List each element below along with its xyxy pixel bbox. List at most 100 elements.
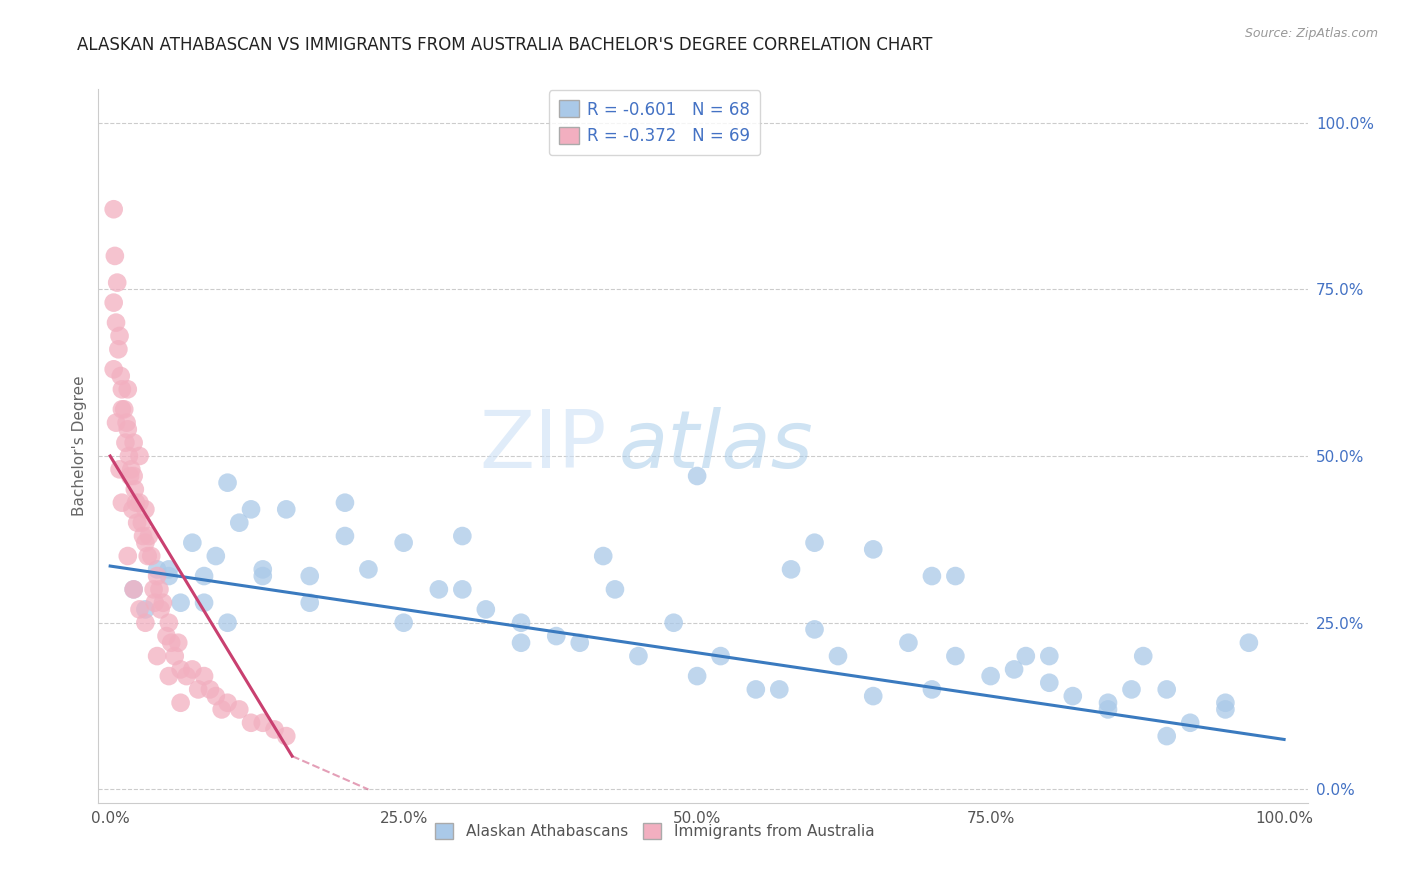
Point <box>169 662 191 676</box>
Point <box>263 723 285 737</box>
Point <box>921 682 943 697</box>
Point <box>120 469 142 483</box>
Point <box>104 249 127 263</box>
Point <box>392 615 415 630</box>
Point <box>1215 702 1237 716</box>
Point <box>125 496 148 510</box>
Point <box>510 615 533 630</box>
Point <box>103 295 125 310</box>
Text: ZIP: ZIP <box>479 407 606 485</box>
Point <box>157 562 180 576</box>
Point <box>108 462 131 476</box>
Point <box>160 636 183 650</box>
Point <box>298 569 321 583</box>
Point <box>945 649 967 664</box>
Point <box>204 549 226 563</box>
Point <box>980 669 1002 683</box>
Point <box>217 696 239 710</box>
Point <box>211 702 233 716</box>
Point <box>217 615 239 630</box>
Point <box>181 535 204 549</box>
Point <box>897 636 920 650</box>
Point <box>107 343 129 357</box>
Point <box>427 582 450 597</box>
Point <box>163 649 186 664</box>
Point <box>921 569 943 583</box>
Point <box>686 669 709 683</box>
Point <box>862 542 884 557</box>
Point <box>169 696 191 710</box>
Point <box>169 596 191 610</box>
Point <box>103 362 125 376</box>
Point <box>124 483 146 497</box>
Point <box>181 662 204 676</box>
Point <box>546 629 568 643</box>
Point <box>114 435 136 450</box>
Point <box>1038 649 1060 664</box>
Point <box>118 449 141 463</box>
Point <box>142 582 165 597</box>
Point <box>117 382 139 396</box>
Point <box>1038 675 1060 690</box>
Point <box>768 682 790 697</box>
Point <box>112 402 135 417</box>
Point <box>710 649 733 664</box>
Point <box>134 602 156 616</box>
Point <box>1097 696 1119 710</box>
Point <box>138 529 160 543</box>
Point <box>1062 689 1084 703</box>
Point <box>128 496 150 510</box>
Legend: Alaskan Athabascans, Immigrants from Australia: Alaskan Athabascans, Immigrants from Aus… <box>429 817 880 845</box>
Point <box>111 496 134 510</box>
Point <box>1215 696 1237 710</box>
Point <box>252 562 274 576</box>
Point <box>121 502 143 516</box>
Point <box>167 636 190 650</box>
Point <box>198 682 221 697</box>
Point <box>1156 729 1178 743</box>
Point <box>803 535 825 549</box>
Point <box>1132 649 1154 664</box>
Point <box>110 368 132 383</box>
Point <box>127 516 149 530</box>
Point <box>1121 682 1143 697</box>
Point <box>228 516 250 530</box>
Point <box>141 549 163 563</box>
Point <box>228 702 250 716</box>
Point <box>146 569 169 583</box>
Point <box>134 535 156 549</box>
Point <box>157 615 180 630</box>
Point <box>298 596 321 610</box>
Point <box>240 715 263 730</box>
Point <box>187 682 209 697</box>
Point <box>1180 715 1202 730</box>
Point <box>143 596 166 610</box>
Point <box>357 562 380 576</box>
Point <box>333 496 356 510</box>
Point <box>568 636 591 650</box>
Text: Source: ZipAtlas.com: Source: ZipAtlas.com <box>1244 27 1378 40</box>
Point <box>105 316 128 330</box>
Point <box>217 475 239 490</box>
Point <box>105 416 128 430</box>
Point <box>193 596 215 610</box>
Point <box>627 649 650 664</box>
Point <box>592 549 614 563</box>
Point <box>745 682 768 697</box>
Point <box>1097 702 1119 716</box>
Point <box>451 529 474 543</box>
Point <box>152 596 174 610</box>
Point <box>333 529 356 543</box>
Point <box>134 502 156 516</box>
Point <box>193 669 215 683</box>
Point <box>120 462 142 476</box>
Point <box>149 602 172 616</box>
Point <box>108 329 131 343</box>
Point <box>1002 662 1025 676</box>
Text: ALASKAN ATHABASCAN VS IMMIGRANTS FROM AUSTRALIA BACHELOR'S DEGREE CORRELATION CH: ALASKAN ATHABASCAN VS IMMIGRANTS FROM AU… <box>77 36 932 54</box>
Point <box>117 422 139 436</box>
Point <box>662 615 685 630</box>
Point <box>204 689 226 703</box>
Point <box>122 582 145 597</box>
Point <box>103 202 125 217</box>
